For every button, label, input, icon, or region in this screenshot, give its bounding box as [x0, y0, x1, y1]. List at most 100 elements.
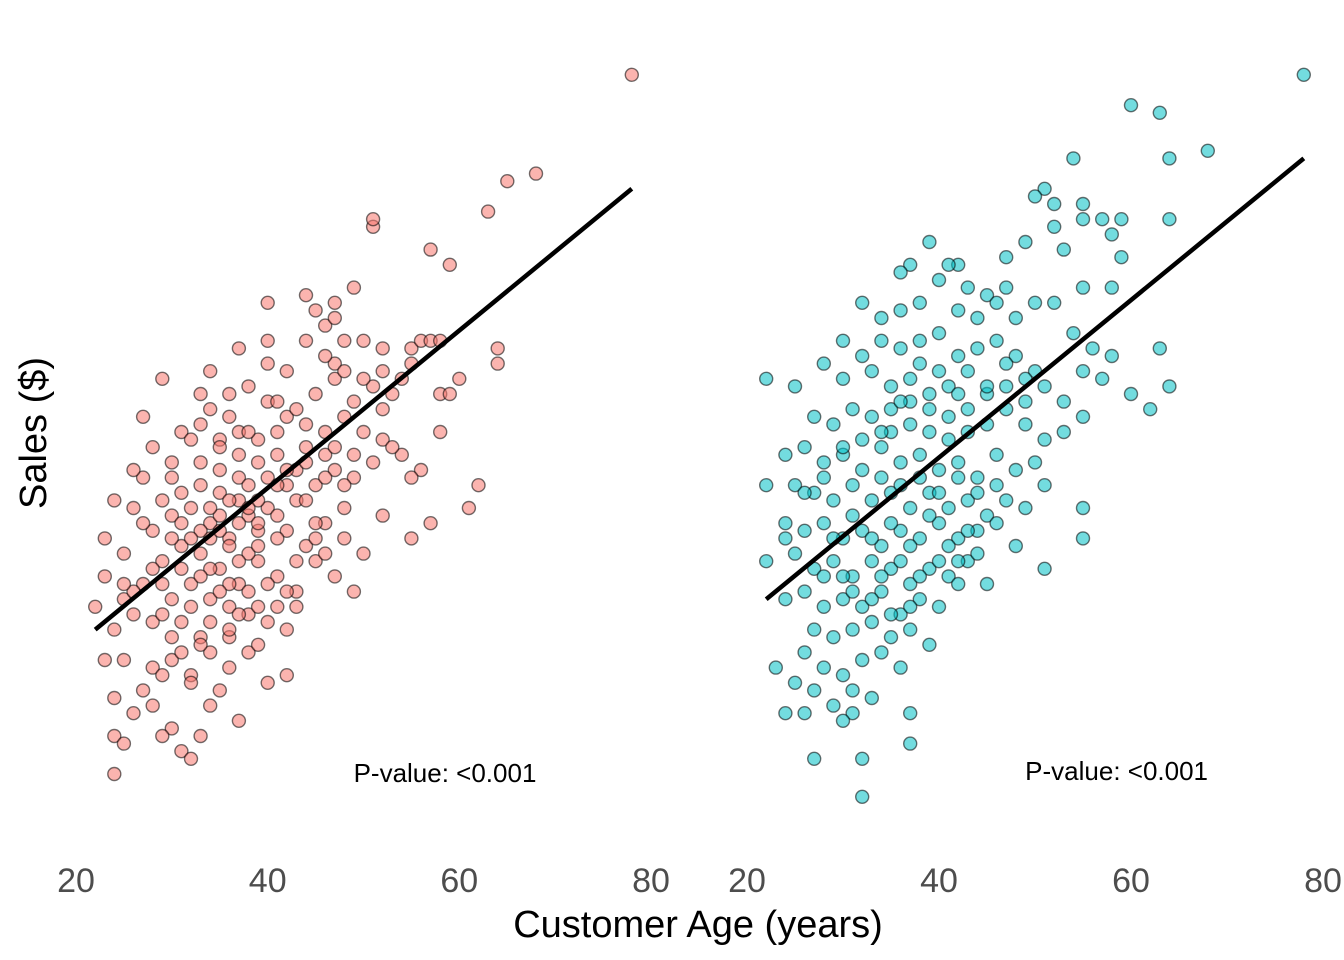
data-point — [202, 592, 218, 607]
data-point — [126, 607, 141, 622]
data-point — [231, 713, 247, 728]
data-point — [193, 417, 208, 432]
data-point — [874, 538, 889, 554]
data-point — [931, 326, 947, 341]
data-point — [87, 599, 103, 614]
data-point — [327, 371, 342, 386]
data-point — [778, 447, 793, 462]
data-point — [279, 364, 294, 379]
data-point — [231, 341, 247, 356]
data-point — [107, 493, 122, 508]
data-point — [989, 516, 1004, 531]
data-point — [1037, 181, 1052, 197]
data-point — [193, 546, 208, 561]
data-point — [835, 713, 851, 728]
data-point — [145, 440, 160, 455]
data-point — [155, 607, 170, 622]
data-point — [912, 295, 927, 310]
x-tick-label: 40 — [920, 862, 958, 900]
data-point — [864, 554, 879, 569]
data-point — [951, 386, 966, 402]
data-point — [279, 622, 294, 637]
data-point — [816, 599, 831, 614]
data-point — [1008, 310, 1023, 326]
data-point — [298, 288, 314, 303]
data-point — [528, 166, 544, 181]
data-point — [279, 523, 294, 538]
data-point — [826, 417, 841, 432]
data-point — [202, 614, 218, 630]
data-point — [318, 470, 333, 485]
data-point — [960, 280, 975, 295]
data-point — [260, 356, 275, 371]
data-point — [893, 554, 908, 569]
data-point — [327, 295, 342, 310]
data-point — [212, 440, 228, 455]
data-point — [1075, 500, 1091, 516]
data-point — [126, 462, 141, 478]
data-point — [260, 614, 275, 630]
data-point — [155, 668, 170, 683]
data-point — [903, 500, 918, 516]
data-point — [922, 561, 937, 576]
data-point — [941, 538, 956, 554]
data-point — [222, 622, 237, 637]
data-point — [145, 523, 160, 538]
data-point — [365, 211, 381, 227]
data-point — [912, 356, 927, 371]
data-point — [116, 546, 132, 561]
data-point — [155, 576, 170, 592]
data-point — [922, 402, 937, 417]
data-point — [202, 645, 218, 660]
data-point — [1114, 211, 1129, 227]
data-point — [385, 440, 400, 455]
data-point — [1008, 538, 1023, 554]
data-point — [951, 348, 966, 364]
data-point — [490, 356, 505, 371]
data-point — [107, 766, 122, 782]
data-point — [193, 637, 208, 652]
panels-group: P-value: <0.001 20 40 60 80 P-value: <0.001 20… — [57, 67, 1342, 900]
data-point — [951, 455, 966, 470]
data-point — [893, 394, 908, 409]
data-point — [452, 371, 467, 386]
data-point — [816, 569, 831, 584]
data-point — [260, 675, 275, 690]
data-point — [1123, 97, 1139, 113]
data-point — [845, 683, 860, 698]
data-point — [941, 257, 956, 272]
data-point — [260, 295, 275, 310]
data-point — [855, 462, 870, 478]
data-point — [1037, 379, 1052, 394]
data-point — [951, 554, 966, 569]
data-point — [855, 348, 870, 364]
data-point — [970, 546, 985, 561]
data-point — [903, 736, 918, 751]
data-point — [442, 257, 457, 272]
data-point — [816, 516, 831, 531]
data-point — [375, 432, 390, 447]
data-point — [222, 493, 237, 508]
data-point — [970, 310, 985, 326]
data-point — [298, 493, 314, 508]
data-point — [1056, 424, 1072, 440]
data-point — [183, 500, 199, 516]
data-point — [1085, 341, 1100, 356]
data-point — [126, 706, 141, 721]
data-point — [835, 569, 851, 584]
data-point — [864, 690, 879, 706]
data-point — [893, 455, 908, 470]
data-point — [298, 333, 314, 348]
data-point — [816, 660, 831, 675]
data-point — [394, 447, 409, 462]
data-point — [1027, 295, 1043, 310]
data-point — [250, 637, 266, 652]
data-point — [826, 630, 841, 645]
data-point — [903, 599, 918, 614]
data-point — [1075, 196, 1091, 212]
data-point — [183, 432, 199, 447]
data-point — [471, 478, 486, 493]
data-point — [960, 402, 975, 417]
data-point — [893, 660, 908, 675]
